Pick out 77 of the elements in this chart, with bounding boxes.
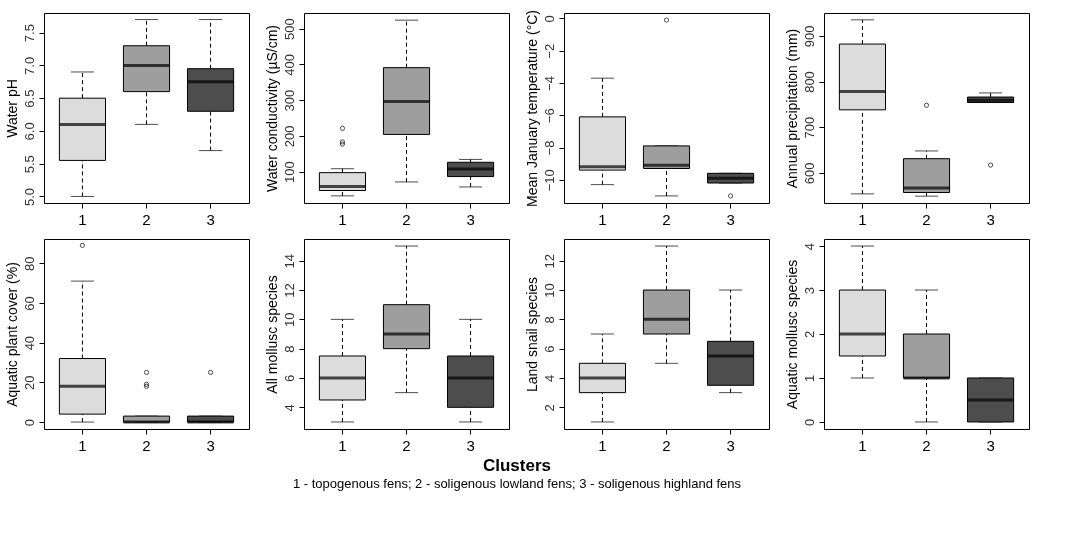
x-tick-label: 1: [858, 436, 867, 454]
y-tick-label: 12: [281, 283, 297, 298]
x-axis-title: Clusters: [482, 455, 552, 475]
y-tick-label: 7.5: [21, 24, 37, 43]
x-tick-label: 2: [662, 210, 671, 228]
y-axis-title: All mollusc species: [263, 275, 280, 394]
x-tick-label: 2: [662, 436, 671, 454]
y-axis-title: Water conductivity (µS/cm): [263, 24, 280, 193]
y-tick-label: 700: [801, 116, 817, 139]
y-tick-label: 200: [281, 125, 297, 148]
y-tick-label: 20: [21, 375, 37, 391]
y-tick-label: −8: [541, 140, 557, 156]
y-tick-label: 0: [21, 418, 37, 427]
x-tick-label: 3: [466, 210, 475, 228]
y-tick-label: 0: [541, 15, 557, 23]
x-tick-label: 1: [598, 210, 607, 228]
y-axis-title: Water pH: [3, 79, 20, 138]
x-tick-label: 3: [466, 436, 475, 454]
y-tick-label: −10: [541, 169, 557, 192]
x-tick-label: 3: [726, 210, 735, 228]
x-tick-label: 2: [402, 436, 411, 454]
y-tick-label: 6.5: [21, 89, 37, 108]
y-tick-label: 80: [21, 256, 37, 271]
y-axis-title: Mean January temperature (°C): [523, 9, 540, 208]
y-tick-label: 800: [801, 71, 817, 93]
y-tick-label: 5.0: [21, 187, 37, 206]
x-tick-label: 3: [986, 210, 995, 228]
y-tick-label: 14: [281, 253, 297, 269]
x-tick-label: 2: [922, 436, 931, 454]
y-tick-label: 40: [21, 335, 37, 351]
x-tick-label: 1: [858, 210, 867, 228]
y-tick-label: −6: [541, 108, 557, 124]
y-tick-label: 5.5: [21, 155, 37, 174]
x-tick-label: 2: [142, 210, 151, 228]
y-tick-label: 2: [801, 330, 817, 339]
y-tick-label: 4: [801, 242, 817, 251]
x-tick-label: 2: [402, 210, 411, 228]
y-tick-label: 10: [281, 312, 297, 328]
y-tick-label: 8: [281, 345, 297, 353]
y-tick-label: 6: [281, 374, 297, 383]
text: 1 - topogenous fens; 2 - soligenous lowland fens; 3 - soligenous highland fens: [292, 475, 742, 491]
y-tick-label: 7.0: [21, 56, 37, 75]
y-tick-label: 4: [281, 404, 297, 412]
y-tick-label: 100: [281, 161, 297, 183]
x-tick-label: 3: [206, 210, 215, 228]
y-axis-title: Annual precipitation (mm): [783, 28, 800, 189]
x-tick-label: 1: [338, 436, 347, 454]
x-tick-label: 1: [338, 210, 347, 228]
x-tick-label: 1: [598, 436, 607, 454]
y-axis-title: Aquatic plant cover (%): [3, 262, 20, 407]
y-tick-label: 500: [281, 18, 297, 41]
y-tick-label: −4: [541, 76, 557, 91]
x-tick-label: 2: [142, 436, 151, 454]
x-tick-label: 1: [78, 210, 87, 228]
y-tick-label: 6.0: [21, 122, 37, 141]
y-tick-label: 12: [541, 253, 557, 269]
y-tick-label: 600: [801, 162, 817, 185]
x-tick-label: 2: [922, 210, 931, 228]
y-tick-label: 8: [541, 316, 557, 324]
y-tick-label: 6: [541, 345, 557, 353]
y-tick-label: 2: [541, 404, 557, 412]
y-tick-label: 60: [21, 296, 37, 311]
y-axis-title: Land snail species: [523, 276, 540, 393]
y-tick-label: 0: [801, 418, 817, 427]
y-axis-title: Aquatic mollusc species: [783, 259, 800, 410]
y-tick-label: 400: [281, 54, 297, 76]
y-tick-label: 3: [801, 286, 817, 295]
x-tick-label: 1: [78, 436, 87, 454]
y-tick-label: 1: [801, 374, 817, 383]
x-tick-label: 3: [726, 436, 735, 454]
x-tick-label: 3: [206, 436, 215, 454]
y-tick-label: 900: [801, 25, 817, 48]
y-tick-label: −2: [541, 43, 557, 59]
x-tick-label: 3: [986, 436, 995, 454]
y-tick-label: 4: [541, 374, 557, 383]
y-tick-label: 10: [541, 283, 557, 298]
y-tick-label: 300: [281, 89, 297, 112]
